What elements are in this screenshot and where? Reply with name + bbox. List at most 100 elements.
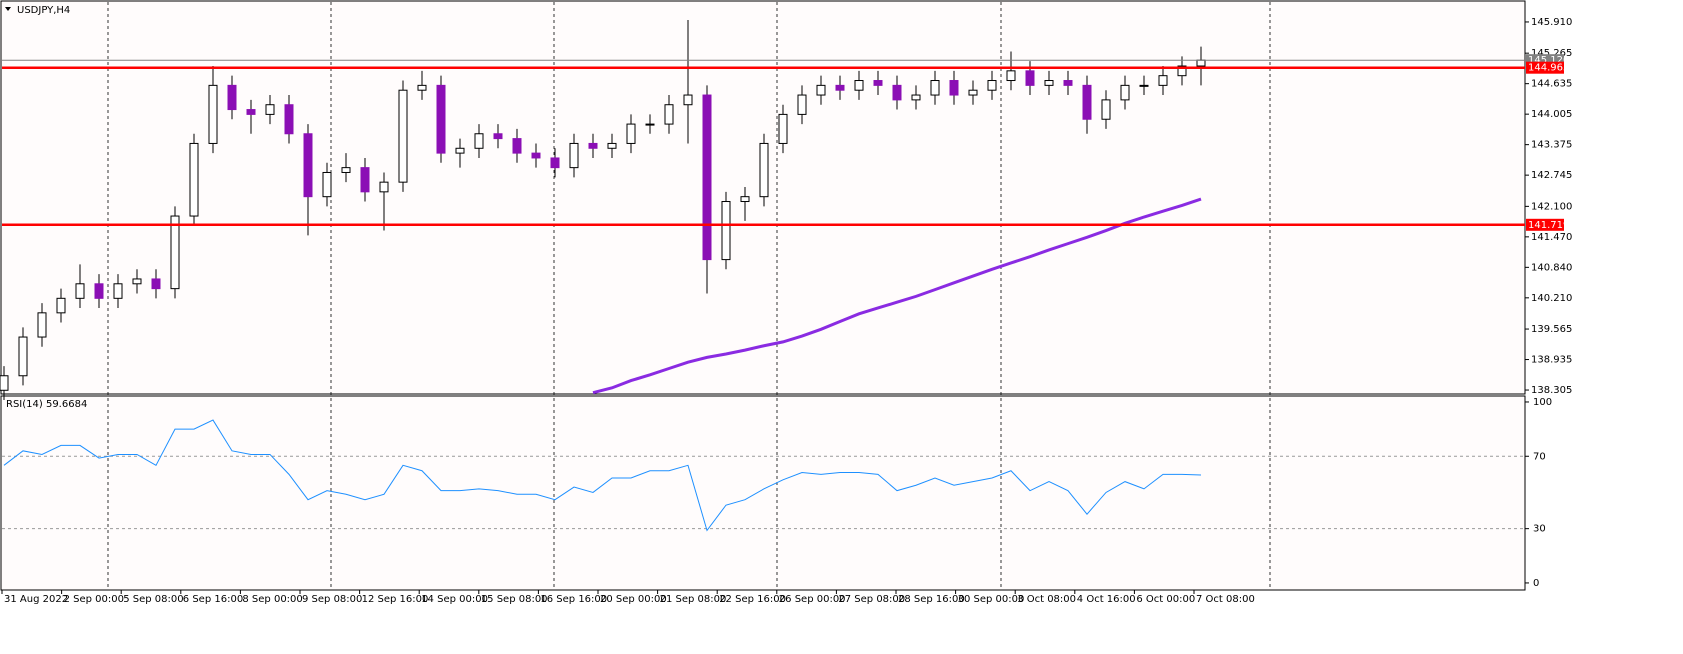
candle-body bbox=[265, 104, 275, 115]
candle-body bbox=[170, 215, 180, 290]
candle-body bbox=[512, 138, 522, 154]
candle-body bbox=[1196, 59, 1206, 67]
candle-body bbox=[436, 84, 446, 154]
candle-body bbox=[1120, 84, 1130, 101]
candle-body bbox=[94, 283, 104, 299]
x-tick-label: 9 Sep 08:00 bbox=[302, 594, 362, 605]
title-arrow bbox=[5, 7, 11, 11]
rsi-line bbox=[3, 419, 1202, 532]
candle-body bbox=[1101, 99, 1111, 120]
candle-body bbox=[550, 157, 560, 169]
x-tick-label: 6 Sep 16:00 bbox=[183, 594, 243, 605]
candle-body bbox=[873, 80, 883, 86]
candle-body bbox=[664, 104, 674, 125]
moving-average bbox=[592, 197, 1202, 395]
chart-title: USDJPY,H4 bbox=[17, 5, 70, 16]
y-tick-label: 145.265 bbox=[1531, 48, 1572, 59]
candle-body bbox=[284, 104, 294, 135]
y-tick-label: 100 bbox=[1533, 397, 1552, 408]
x-tick-label: 3 Oct 08:00 bbox=[1017, 594, 1076, 605]
level-label-box bbox=[1526, 61, 1564, 74]
candle-body bbox=[455, 147, 465, 154]
candle-body bbox=[626, 123, 636, 144]
y-tick-label: 139.565 bbox=[1531, 324, 1572, 335]
x-tick-label: 22 Sep 16:00 bbox=[719, 594, 786, 605]
rsi-panel bbox=[0, 395, 1526, 591]
candle-body bbox=[56, 297, 66, 314]
y-tick-label: 138.935 bbox=[1531, 355, 1572, 366]
y-tick-label: 142.100 bbox=[1531, 201, 1572, 212]
candle-body bbox=[778, 113, 788, 144]
x-tick-label: 31 Aug 2022 bbox=[4, 594, 68, 605]
candle-body bbox=[607, 142, 617, 149]
y-tick-label: 140.210 bbox=[1531, 293, 1572, 304]
candle-body bbox=[417, 84, 427, 91]
candle-body bbox=[474, 133, 484, 149]
candle-body bbox=[588, 142, 598, 149]
candle-body bbox=[930, 80, 940, 96]
level-label: 144.965 bbox=[1528, 63, 1569, 74]
candle-body bbox=[208, 84, 218, 144]
x-tick-label: 14 Sep 00:00 bbox=[421, 594, 488, 605]
level-label: 145.120 bbox=[1528, 55, 1569, 66]
candle-body bbox=[1006, 70, 1016, 82]
y-tick-label: 144.635 bbox=[1531, 79, 1572, 90]
x-tick-label: 2 Sep 00:00 bbox=[64, 594, 124, 605]
y-tick-label: 141.470 bbox=[1531, 232, 1572, 243]
y-tick-label: 0 bbox=[1533, 578, 1539, 589]
candle-body bbox=[1082, 84, 1092, 120]
candle-body bbox=[246, 109, 256, 115]
x-tick-label: 5 Sep 08:00 bbox=[123, 594, 183, 605]
candle-body bbox=[968, 89, 978, 96]
y-tick-label: 138.305 bbox=[1531, 385, 1572, 396]
candle-body bbox=[360, 167, 370, 193]
x-tick-label: 15 Sep 08:00 bbox=[481, 594, 548, 605]
candle-body bbox=[227, 84, 237, 111]
candle-body bbox=[493, 133, 503, 140]
y-tick-label: 70 bbox=[1533, 451, 1546, 462]
x-tick-label: 7 Oct 08:00 bbox=[1196, 594, 1255, 605]
candle-body bbox=[1158, 75, 1168, 86]
candle-body bbox=[702, 94, 712, 261]
candle-body bbox=[1177, 65, 1187, 77]
y-tick-label: 140.840 bbox=[1531, 262, 1572, 273]
x-tick-label: 20 Sep 00:00 bbox=[600, 594, 667, 605]
y-tick-label: 30 bbox=[1533, 524, 1546, 535]
candle-body bbox=[835, 84, 845, 91]
candle-body bbox=[797, 94, 807, 115]
candle-body bbox=[854, 80, 864, 91]
y-tick-label: 142.745 bbox=[1531, 170, 1572, 181]
candle-body bbox=[892, 84, 902, 101]
rsi-title: RSI(14) 59.6684 bbox=[6, 399, 87, 410]
vertical-grid bbox=[107, 2, 1271, 589]
x-tick-label: 8 Sep 00:00 bbox=[242, 594, 302, 605]
candle-body bbox=[151, 278, 161, 290]
candle-body bbox=[37, 312, 47, 338]
y-tick-label: 144.005 bbox=[1531, 109, 1572, 120]
candle-body bbox=[721, 201, 731, 261]
candle-body bbox=[322, 171, 332, 198]
x-tick-label: 16 Sep 16:00 bbox=[540, 594, 607, 605]
y-tick-label: 145.910 bbox=[1531, 17, 1572, 28]
candle-body bbox=[1025, 70, 1035, 86]
level-label: 141.719 bbox=[1528, 220, 1569, 231]
y-tick-label: 143.375 bbox=[1531, 140, 1572, 151]
candle-body bbox=[379, 181, 389, 193]
x-tick-label: 30 Sep 00:00 bbox=[958, 594, 1025, 605]
x-tick-label: 27 Sep 08:00 bbox=[838, 594, 905, 605]
candle-body bbox=[75, 283, 85, 299]
x-tick-label: 4 Oct 16:00 bbox=[1077, 594, 1136, 605]
x-tick-label: 28 Sep 16:00 bbox=[898, 594, 965, 605]
x-tick-label: 26 Sep 00:00 bbox=[779, 594, 846, 605]
candle-body bbox=[759, 142, 769, 198]
candle-body bbox=[341, 167, 351, 173]
candle-body bbox=[132, 278, 142, 285]
candle-body bbox=[303, 133, 313, 198]
candle-body bbox=[911, 94, 921, 101]
x-tick-label: 21 Sep 08:00 bbox=[660, 594, 727, 605]
x-tick-label: 6 Oct 00:00 bbox=[1136, 594, 1195, 605]
candle-body bbox=[18, 336, 28, 377]
candle-body bbox=[740, 196, 750, 203]
candle-body bbox=[683, 94, 693, 106]
